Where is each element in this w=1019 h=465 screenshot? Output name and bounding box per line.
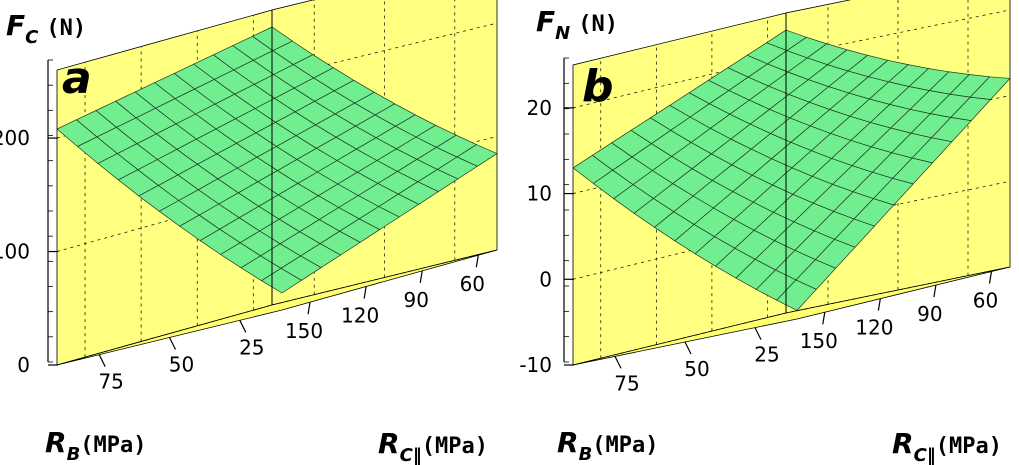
z-tick-label: -10 — [519, 353, 552, 377]
z-axis-title: FC (N) — [6, 9, 86, 48]
x-tick-label: 90 — [403, 288, 428, 312]
x-axis-subscript: B — [579, 444, 593, 465]
y-tick-label: 50 — [169, 353, 194, 377]
x-tick-mark — [988, 271, 993, 284]
panel-label: b — [582, 61, 614, 112]
floor — [56, 249, 498, 366]
x-axis-subscript: B — [67, 444, 81, 465]
z-tick-label: 0 — [17, 353, 30, 377]
y-axis-symbol: R — [892, 427, 914, 460]
x-tick-mark — [933, 284, 937, 298]
y-tick-label: 50 — [684, 357, 709, 381]
x-tick-label: 120 — [855, 316, 893, 340]
y-axis-symbol: R — [378, 427, 400, 460]
x-axis-unit: (MPa) — [592, 433, 658, 458]
surface — [572, 29, 1011, 311]
surface-cell — [969, 76, 1011, 100]
y-tick-label: 75 — [98, 370, 123, 394]
surface-cell — [456, 144, 498, 167]
x-tick-label: 120 — [341, 304, 379, 328]
x-axis-symbol: R — [45, 426, 67, 459]
x-tick-mark — [307, 302, 311, 315]
x-axis-title: RB(MPa) — [45, 426, 147, 465]
y-tick-mark — [684, 341, 692, 355]
x-tick-label: 150 — [285, 319, 323, 343]
y-tick-label: 25 — [239, 335, 264, 359]
x-tick-label: 150 — [800, 329, 838, 353]
y-axis-unit: (MPa) — [936, 434, 1002, 459]
z-axis-unit: (N) — [46, 16, 86, 41]
x-tick-label: 60 — [973, 289, 998, 313]
x-tick-mark — [419, 270, 423, 283]
x-axis-title: RB(MPa) — [557, 426, 659, 465]
x-tick-mark — [475, 255, 479, 268]
x-tick-label: 60 — [460, 272, 485, 296]
surface — [56, 26, 498, 294]
z-tick-label: 200 — [0, 126, 30, 150]
y-axis-subscript: C‖ — [400, 445, 422, 465]
z-axis-subscript: C — [25, 27, 39, 48]
z-axis-unit: (N) — [578, 12, 618, 37]
z-tick-label: 20 — [527, 96, 552, 120]
x-axis-symbol: R — [557, 426, 579, 459]
z-axis-subscript: N — [555, 23, 570, 44]
z-axis-symbol: F — [536, 5, 555, 38]
x-axis-unit: (MPa) — [80, 433, 146, 458]
x-tick-mark — [877, 298, 881, 311]
y-tick-mark — [614, 356, 622, 369]
y-tick-mark — [168, 337, 177, 350]
y-axis-unit: (MPa) — [422, 434, 488, 459]
z-axis-symbol: F — [6, 9, 25, 42]
z-tick-label: 0 — [539, 267, 552, 291]
x-tick-label: 90 — [917, 302, 942, 326]
x-tick-mark — [363, 286, 367, 299]
y-axis-title: RC‖(MPa) — [378, 427, 488, 465]
y-tick-mark — [239, 320, 247, 333]
y-tick-mark — [754, 327, 762, 340]
z-tick-label: 100 — [0, 240, 30, 264]
y-tick-label: 25 — [754, 343, 779, 367]
y-tick-mark — [98, 354, 106, 367]
z-tick-label: 10 — [527, 182, 552, 206]
y-axis-subscript: C‖ — [914, 445, 936, 465]
x-tick-mark — [822, 312, 826, 325]
y-axis-title: RC‖(MPa) — [892, 427, 1002, 465]
panel-a: 01002006090120150255075aFC(N)RB(MPa)RC‖(… — [0, 0, 498, 465]
z-axis-title: FN (N) — [536, 5, 618, 44]
y-tick-label: 75 — [614, 371, 639, 395]
panel-label: a — [62, 53, 92, 104]
